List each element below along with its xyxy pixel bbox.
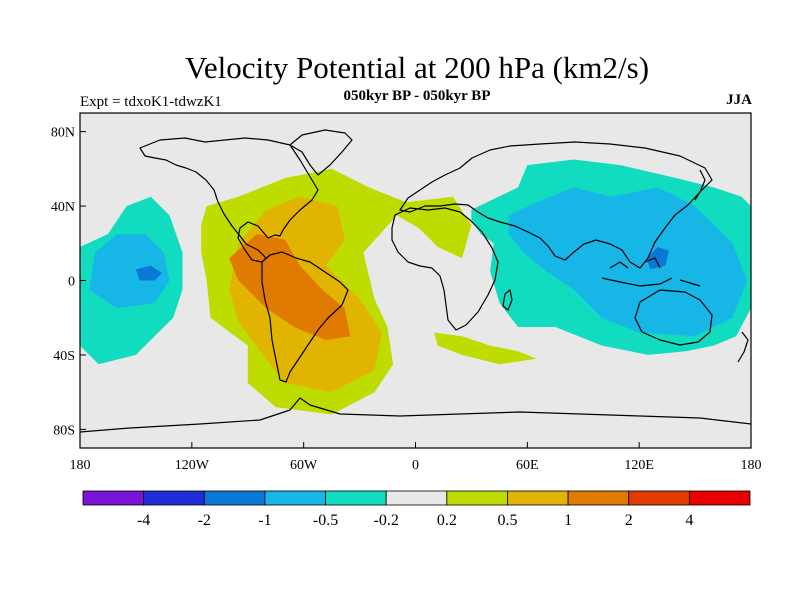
y-tick-label: 40S: [53, 349, 75, 364]
x-tick-label: 60W: [290, 458, 318, 473]
colorbar-swatch: [143, 490, 205, 506]
coastline-indonesia: [601, 257, 701, 287]
x-tick-label: 60E: [516, 458, 539, 473]
contour-south-america-positive-core: [229, 234, 351, 341]
coastline-australia: [634, 289, 713, 346]
coastline-north-america: [139, 137, 319, 263]
contour-east-pacific-negative-core: [135, 265, 162, 281]
colorbar-swatch: [325, 490, 387, 506]
colorbar-label: -0.5: [313, 512, 338, 529]
contour-east-pacific-negative-mid: [89, 234, 170, 309]
colorbar: -4 -2 -1 -0.5 -0.2 0.2 0.5 1 2 4: [82, 490, 751, 529]
coastline-south-america: [261, 251, 349, 383]
colorbar-swatch: [203, 490, 266, 506]
colorbar-label: -1: [258, 512, 271, 529]
coastlines: [80, 129, 751, 433]
x-tick-label: 180: [70, 458, 91, 473]
coastline-new-zealand: [737, 331, 749, 363]
coastline-africa: [391, 207, 499, 331]
colorbar-label: 4: [685, 512, 693, 529]
colorbar-swatch: [82, 490, 145, 506]
colorbar-label: -0.2: [374, 512, 399, 529]
contour-asia-negative-mid: [508, 187, 748, 337]
y-tick-label: 80N: [51, 126, 75, 141]
colorbar-swatch: [507, 490, 569, 506]
contour-south-africa-patch: [434, 332, 537, 365]
colorbar-swatch: [688, 490, 751, 506]
x-tick-label: 120E: [624, 458, 654, 473]
chart-title: Velocity Potential at 200 hPa (km2/s): [184, 50, 650, 85]
colorbar-swatch: [264, 490, 326, 506]
colorbar-label: 0.2: [437, 512, 457, 529]
x-tick-label: 0: [412, 458, 419, 473]
x-tick-label: 180: [741, 458, 762, 473]
coastline-antarctica: [80, 397, 751, 433]
y-tick-label: 40N: [51, 200, 75, 215]
contour-west-pacific-negative-core: [646, 247, 669, 270]
colorbar-label: -2: [198, 512, 211, 529]
coastline-europe-asia: [399, 141, 713, 269]
coastline-japan: [694, 169, 706, 201]
colorbar-swatch: [628, 490, 690, 506]
colorbar-swatch: [446, 490, 508, 506]
y-tick-label: 0: [68, 275, 75, 290]
contour-regions: [80, 159, 751, 415]
colorbar-label: 0.5: [497, 512, 517, 529]
coastline-madagascar: [502, 289, 513, 311]
x-tick-label: 120W: [175, 458, 210, 473]
experiment-label: Expt = tdxoK1-tdwzK1: [80, 94, 222, 110]
chart-subtitle: 050kyr BP - 050kyr BP: [343, 88, 491, 104]
colorbar-swatch: [567, 490, 630, 506]
colorbar-swatch: [385, 490, 448, 506]
colorbar-label: -4: [137, 512, 150, 529]
season-label: JJA: [726, 92, 752, 108]
axes: 80N 40N 0 40S 80S 180 120W 60W 0 60E 120E 180: [51, 126, 762, 473]
y-tick-label: 80S: [53, 423, 75, 438]
coastline-greenland: [289, 129, 353, 176]
colorbar-label: 2: [625, 512, 633, 529]
colorbar-label: 1: [564, 512, 572, 529]
